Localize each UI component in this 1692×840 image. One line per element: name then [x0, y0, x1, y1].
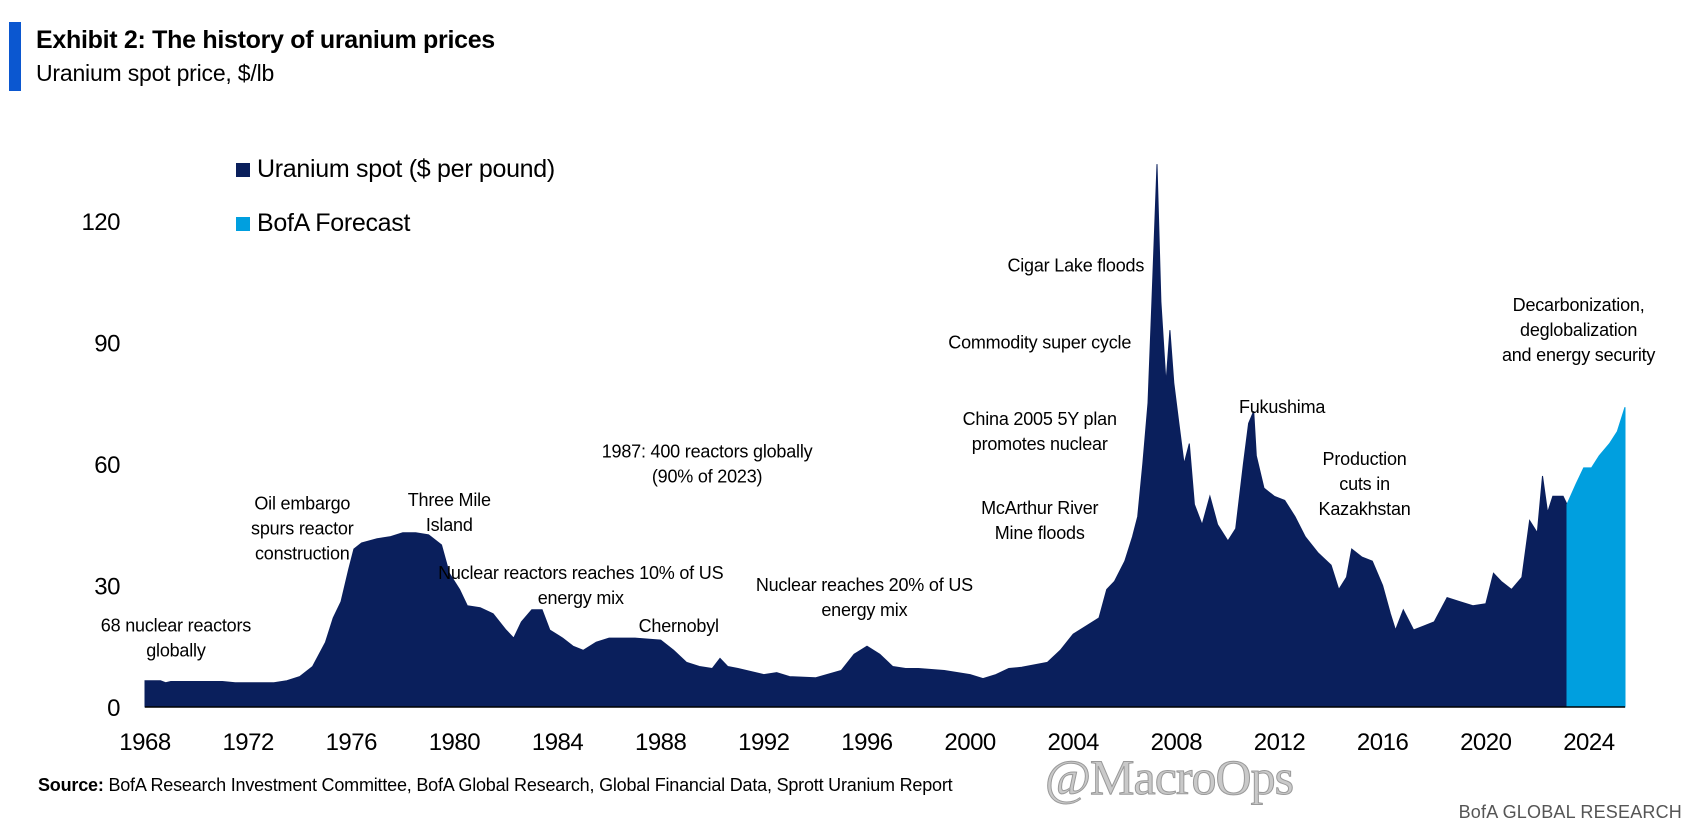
- title-accent-bar: [9, 22, 21, 91]
- annotation-6-line-1: energy mix: [821, 600, 907, 620]
- annotation-8-line-0: China 2005 5Y plan: [963, 409, 1117, 429]
- y-tick-label-60: 60: [94, 452, 120, 479]
- series-area-uranium-spot: [144, 164, 1568, 708]
- annotation-11-line-0: Fukushima: [1239, 397, 1326, 417]
- chart-subtitle: Uranium spot price, $/lb: [36, 60, 275, 86]
- annotation-0-line-0: 68 nuclear reactors: [101, 616, 251, 636]
- y-tick-label-90: 90: [94, 330, 120, 357]
- annotation-13-line-1: deglobalization: [1520, 320, 1637, 340]
- x-tick-label-1992: 1992: [738, 729, 790, 756]
- y-tick-label-30: 30: [94, 573, 120, 600]
- annotation-5-line-0: Chernobyl: [639, 616, 719, 636]
- annotation-12-line-0: Production: [1323, 449, 1407, 469]
- annotation-1-line-2: construction: [255, 544, 350, 564]
- annotation-1-line-1: spurs reactor: [251, 519, 354, 539]
- x-tick-label-1996: 1996: [841, 729, 893, 756]
- legend-label-forecast: BofA Forecast: [257, 209, 411, 237]
- x-tick-label-2016: 2016: [1357, 729, 1409, 756]
- legend-label-spot: Uranium spot ($ per pound): [257, 155, 555, 183]
- annotation-10-line-0: Cigar Lake floods: [1007, 255, 1144, 275]
- legend-swatch-spot: [236, 162, 250, 177]
- x-tick-label-1984: 1984: [532, 729, 584, 756]
- legend-swatch-forecast: [236, 216, 250, 231]
- y-tick-label-120: 120: [81, 209, 120, 236]
- annotation-8-line-1: promotes nuclear: [972, 434, 1108, 454]
- annotation-2-line-0: Three Mile: [408, 490, 491, 510]
- x-tick-label-2024: 2024: [1563, 729, 1615, 756]
- annotation-7-line-0: McArthur River: [981, 498, 1098, 518]
- annotation-3-line-1: energy mix: [538, 588, 624, 608]
- legend-item-spot: Uranium spot ($ per pound): [236, 155, 555, 184]
- annotation-4-line-1: (90% of 2023): [652, 466, 762, 486]
- x-tick-label-1988: 1988: [635, 729, 687, 756]
- publisher-footer: BofA GLOBAL RESEARCH: [1458, 802, 1682, 822]
- x-tick-label-2000: 2000: [944, 729, 996, 756]
- series-area-bofa-forecast: [1566, 407, 1626, 708]
- x-tick-label-1968: 1968: [119, 729, 171, 756]
- source-note: Source: BofA Research Investment Committ…: [38, 775, 953, 796]
- x-tick-label-2020: 2020: [1460, 729, 1512, 756]
- annotation-0-line-1: globally: [146, 641, 206, 661]
- x-tick-label-2004: 2004: [1048, 729, 1100, 756]
- source-label: Source:: [38, 775, 104, 795]
- source-text: BofA Research Investment Committee, BofA…: [108, 775, 953, 795]
- y-tick-label-0: 0: [107, 695, 120, 722]
- annotation-13-line-0: Decarbonization,: [1513, 295, 1645, 315]
- x-tick-label-1980: 1980: [429, 729, 481, 756]
- annotation-12-line-1: cuts in: [1339, 474, 1390, 494]
- annotation-2-line-1: Island: [426, 515, 473, 535]
- annotation-1-line-0: Oil embargo: [254, 494, 350, 514]
- x-tick-label-1972: 1972: [222, 729, 274, 756]
- annotation-4-line-0: 1987: 400 reactors globally: [602, 441, 813, 461]
- macroops-watermark: @MacroOps: [1044, 749, 1294, 806]
- annotation-13-line-2: and energy security: [1502, 345, 1655, 365]
- annotation-12-line-2: Kazakhstan: [1319, 499, 1411, 519]
- chart-title: Exhibit 2: The history of uranium prices: [36, 26, 495, 54]
- annotation-6-line-0: Nuclear reaches 20% of US: [756, 575, 973, 595]
- annotation-3-line-0: Nuclear reactors reaches 10% of US: [438, 563, 724, 583]
- legend-item-forecast: BofA Forecast: [236, 209, 410, 238]
- annotation-7-line-1: Mine floods: [995, 523, 1085, 543]
- x-tick-label-2012: 2012: [1254, 729, 1306, 756]
- x-tick-label-2008: 2008: [1151, 729, 1203, 756]
- annotation-9-line-0: Commodity super cycle: [948, 332, 1131, 352]
- x-tick-label-1976: 1976: [326, 729, 378, 756]
